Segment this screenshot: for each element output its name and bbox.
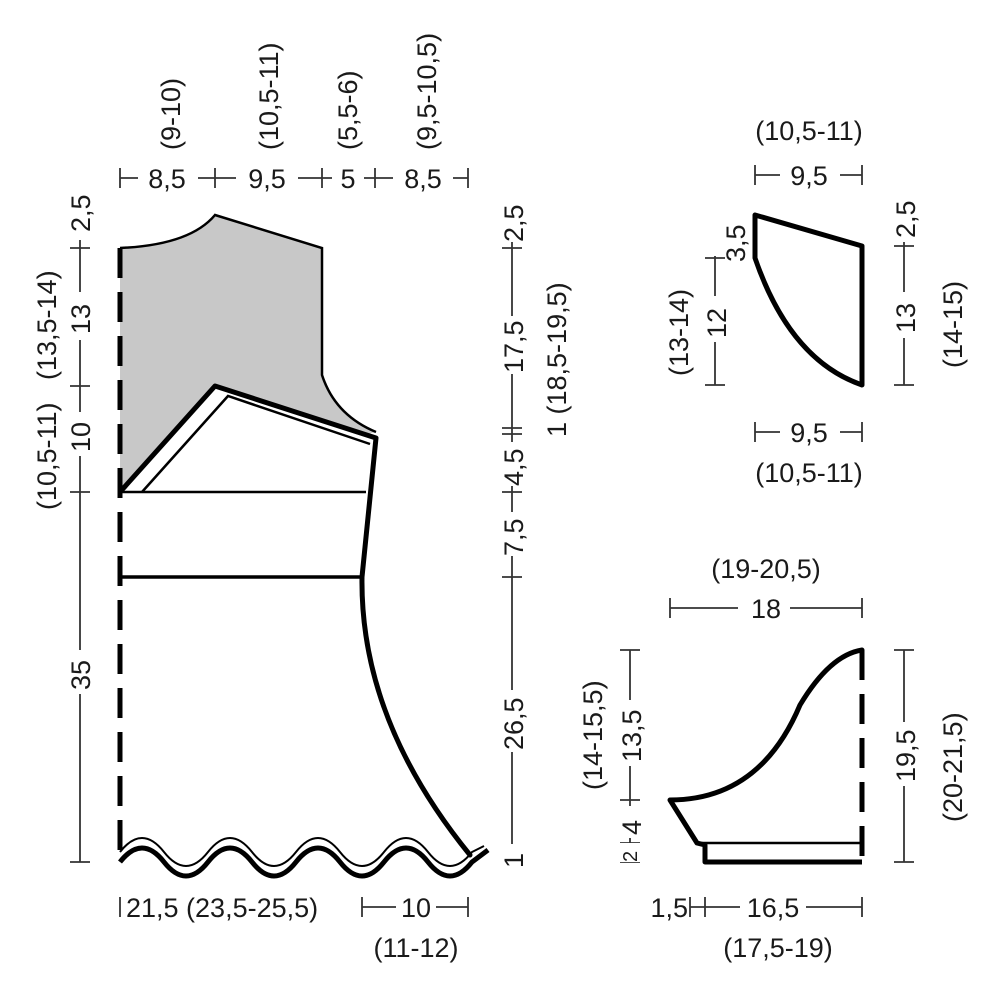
wavy-hem-inner xyxy=(119,837,485,867)
top-dim-4: 8,5 xyxy=(404,164,442,194)
top-dim-2-alt: (10,5-11) xyxy=(254,42,284,150)
sleeve-dimensions: (19-20,5) 18 13,5 4 2 (14-15,5) 19,5 (20… xyxy=(578,554,968,963)
sleeve-cap-dimensions: (10,5-11) 9,5 3,5 12 (13-14) 2,5 13 (14-… xyxy=(664,116,968,488)
right-dim-1: 2,5 xyxy=(499,204,529,242)
right-dim-4: 4,5 xyxy=(499,448,529,486)
top-dim-3-alt: (5,5-6) xyxy=(333,70,363,150)
top-dim-1-alt: (9-10) xyxy=(156,78,186,150)
br-bottom: 16,5 xyxy=(747,893,800,923)
tr-left: 12 xyxy=(702,308,732,338)
main-left-dimensions: 2,5 13 10 35 (13,5-14) (10,5-11) xyxy=(32,194,98,863)
tr-right: 13 xyxy=(891,303,921,333)
sleeve-cap-piece xyxy=(752,212,865,388)
inner-front-line xyxy=(141,394,371,493)
br-top-alt: (19-20,5) xyxy=(711,554,821,584)
right-dim-6: 26,5 xyxy=(499,697,529,750)
top-dim-1: 8,5 xyxy=(148,164,186,194)
tr-top: 9,5 xyxy=(790,161,828,191)
top-dim-2: 9,5 xyxy=(248,164,286,194)
right-dim-2: 17,5 xyxy=(499,320,529,373)
right-dim-3-alt: 1 (18,5-19,5) xyxy=(542,282,572,437)
left-dim-4: 35 xyxy=(66,660,96,690)
main-bottom-dimensions: 21,5 (23,5-25,5) 10 (11-12) xyxy=(119,892,469,963)
tr-top-alt: (10,5-11) xyxy=(755,116,863,146)
left-dim-2: 13 xyxy=(66,304,96,334)
br-left-small1: 4 xyxy=(617,820,647,835)
left-dim-1: 2,5 xyxy=(66,194,96,232)
left-dim-3-alt: (10,5-11) xyxy=(32,402,62,510)
bottom-dim-1: 21,5 (23,5-25,5) xyxy=(126,893,318,923)
bottom-dim-2: 10 xyxy=(401,893,431,923)
wavy-hem-outer xyxy=(118,845,490,879)
top-dim-3: 5 xyxy=(340,164,355,194)
tr-right-alt: (14-15) xyxy=(938,281,968,368)
right-dim-5: 7,5 xyxy=(499,518,529,556)
left-dim-3: 10 xyxy=(66,422,96,452)
main-right-dimensions: 2,5 17,5 4,5 7,5 26,5 1 1 (18,5-19,5) xyxy=(496,198,572,872)
br-bottom-small: 1,5 xyxy=(650,893,688,923)
left-dim-2-alt: (13,5-14) xyxy=(32,270,62,380)
main-top-dimensions: 8,5 9,5 5 8,5 (9-10) (10,5-11) (5,5-6) (… xyxy=(119,33,469,194)
right-dim-7: 1 xyxy=(499,853,529,868)
tr-left-small: 3,5 xyxy=(721,224,751,262)
br-left: 13,5 xyxy=(617,709,647,762)
tr-left-alt: (13-14) xyxy=(664,289,694,376)
main-body-outline xyxy=(117,383,473,858)
bottom-dim-2-alt: (11-12) xyxy=(373,933,458,963)
br-right: 19,5 xyxy=(891,729,921,782)
yoke-outline xyxy=(119,213,377,434)
br-bottom-alt: (17,5-19) xyxy=(723,933,833,963)
sleeve-outline xyxy=(667,647,865,865)
br-top: 18 xyxy=(751,594,781,624)
tr-bottom: 9,5 xyxy=(790,418,828,448)
br-left-small2: 2 xyxy=(620,851,642,862)
tr-right-small: 2,5 xyxy=(891,200,921,238)
top-dim-4-alt: (9,5-10,5) xyxy=(412,33,442,150)
br-left-alt: (14-15,5) xyxy=(578,680,608,790)
br-right-alt: (20-21,5) xyxy=(938,712,968,822)
tr-bottom-alt: (10,5-11) xyxy=(755,458,863,488)
